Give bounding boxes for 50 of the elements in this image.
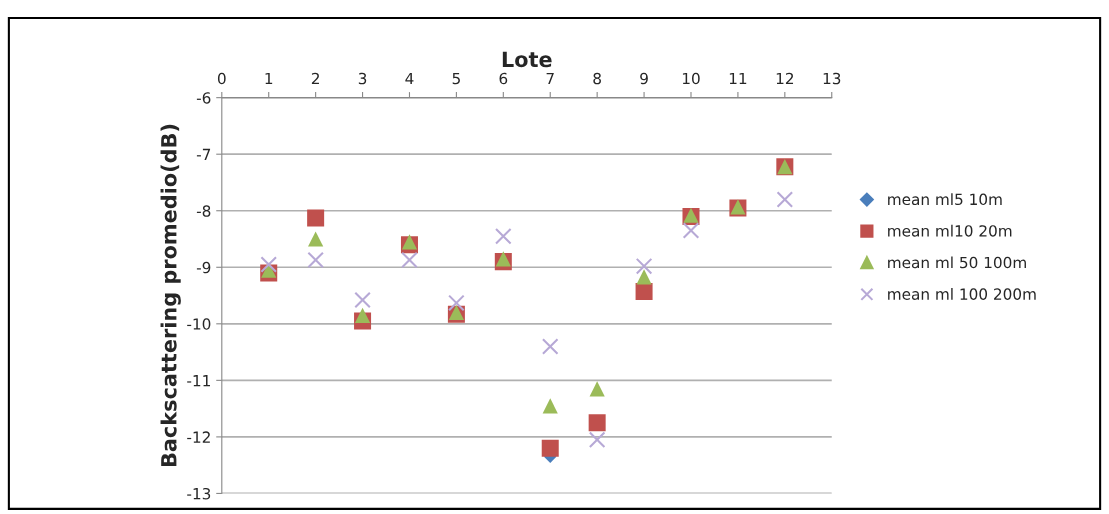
point (448, 294, 465, 312)
legend-label: mean ml 50 100m (888, 256, 1026, 269)
point (776, 191, 794, 208)
y-tick-label: -11 (187, 375, 210, 387)
point (401, 234, 418, 250)
point (401, 251, 418, 269)
point (682, 222, 700, 239)
x-tick-label: 1 (265, 72, 273, 85)
legend-label: mean ml5 10m (888, 193, 1002, 206)
point (307, 209, 325, 227)
point (588, 414, 606, 432)
y-tick-label: -10 (187, 318, 211, 330)
x-tick-label: 6 (499, 72, 508, 85)
point (541, 439, 559, 457)
x-tick-label: 11 (729, 72, 747, 85)
point (495, 251, 511, 267)
point (260, 256, 278, 273)
x-axis-title: Lote (502, 51, 552, 68)
y-tick-label: -9 (196, 261, 211, 274)
y-tick-label: -12 (187, 431, 210, 443)
point (354, 291, 371, 309)
x-tick-label: 10 (682, 72, 700, 85)
point (307, 251, 324, 269)
y-tick-label: -6 (196, 92, 211, 104)
x-tick-label: 8 (593, 72, 601, 85)
point (542, 398, 558, 414)
point (494, 227, 512, 245)
legend-label: mean ml10 20m (888, 224, 1012, 237)
x-tick-label: 4 (405, 72, 414, 85)
x-tick-label: 5 (452, 72, 460, 85)
x-tick-label: 7 (546, 72, 554, 85)
point (636, 269, 652, 285)
x-tick-label: 0 (217, 72, 226, 85)
point (541, 338, 559, 355)
y-tick-label: -13 (187, 487, 211, 500)
point (589, 381, 605, 397)
y-tick-label: -8 (196, 205, 211, 217)
x-tick-label: 13 (823, 72, 841, 85)
point (588, 431, 606, 449)
y-axis-title: Backscattering promedio(dB) (160, 124, 181, 467)
point (635, 257, 653, 275)
x-tick-label: 3 (358, 72, 367, 85)
point (308, 231, 324, 247)
x-tick-label: 2 (311, 72, 319, 85)
point (354, 307, 371, 323)
point (635, 283, 653, 301)
legend-label: mean ml 100 200m (888, 288, 1036, 300)
x-tick-label: 12 (776, 72, 794, 85)
x-tick-label: 9 (640, 72, 648, 85)
y-tick-label: -7 (196, 148, 211, 160)
